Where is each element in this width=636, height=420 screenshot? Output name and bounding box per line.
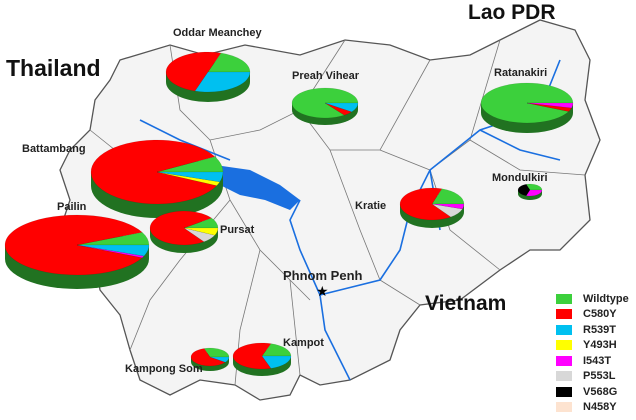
legend-swatch bbox=[556, 340, 572, 351]
pie-slice-wildtype bbox=[183, 217, 219, 229]
legend-item-y493h: Y493H bbox=[556, 338, 629, 354]
legend-label: Wildtype bbox=[583, 292, 629, 305]
province-label-pursat: Pursat bbox=[220, 224, 255, 236]
province-label-ratanakiri: Ratanakiri bbox=[494, 67, 548, 79]
pie-oddar-meanchey bbox=[165, 51, 251, 102]
pie-slice-r539t bbox=[76, 244, 150, 257]
legend-item-r539t: R539T bbox=[556, 322, 629, 338]
legend-swatch bbox=[556, 309, 572, 320]
tonle-sap-lake bbox=[215, 165, 300, 210]
legend-label: C580Y bbox=[583, 308, 617, 321]
pie-slice-wildtype bbox=[291, 87, 359, 119]
pie-slice-y493h bbox=[156, 171, 221, 186]
pie-battambang bbox=[90, 139, 224, 218]
country-label-laos: Lao PDR bbox=[468, 1, 556, 24]
pie-slice-c580y bbox=[149, 210, 213, 246]
legend-label: Y493H bbox=[583, 339, 617, 352]
pie-kampot bbox=[232, 342, 292, 376]
pie-pailin bbox=[4, 214, 150, 289]
pie-slice-i543t bbox=[525, 189, 543, 197]
legend-swatch bbox=[556, 293, 572, 304]
province-label-pailin: Pailin bbox=[57, 201, 87, 213]
pie-kratie bbox=[399, 187, 465, 228]
pie-slice-c580y bbox=[4, 214, 143, 276]
pie-slice-c580y bbox=[190, 348, 226, 367]
pie-slice-c580y bbox=[165, 51, 222, 92]
province-label-preah-vihear: Preah Vihear bbox=[292, 70, 360, 82]
province-label-oddar-meanchey: Oddar Meanchey bbox=[173, 27, 262, 39]
pie-slice-p553l bbox=[183, 227, 216, 243]
legend-label: P553L bbox=[583, 370, 616, 383]
province-label-kampot: Kampot bbox=[283, 337, 324, 349]
pie-charts bbox=[4, 51, 574, 376]
pie-pursat bbox=[149, 210, 219, 253]
pie-slice-wildtype bbox=[76, 231, 150, 246]
legend-label: N458Y bbox=[583, 401, 617, 414]
pie-slice-wildtype bbox=[203, 347, 230, 358]
pie-slice-i543t bbox=[76, 244, 145, 259]
pie-slice-i543t bbox=[431, 203, 465, 210]
pie-slice-r539t bbox=[324, 102, 359, 113]
pie-preah-vihear bbox=[291, 87, 359, 125]
province-label-mondulkiri: Mondulkiri bbox=[492, 172, 548, 184]
legend: Wildtype C580Y R539T Y493H I543T P553L V568G N4… bbox=[556, 291, 629, 415]
pie-kampong-som bbox=[190, 347, 230, 371]
province-label-kampong-som: Kampong Som bbox=[125, 363, 203, 375]
pie-slice-r539t bbox=[156, 171, 224, 183]
pie-slice-wildtype bbox=[431, 188, 465, 205]
pie-ratanakiri bbox=[480, 82, 574, 133]
legend-label: R539T bbox=[583, 323, 617, 336]
legend-item-n458y: N458Y bbox=[556, 400, 629, 416]
pie-slice-c580y bbox=[90, 139, 218, 205]
pie-slice-wildtype bbox=[207, 52, 251, 73]
legend-swatch bbox=[556, 402, 572, 413]
country-label-thailand: Thailand bbox=[6, 55, 101, 81]
legend-label: I543T bbox=[583, 354, 612, 367]
pie-slice-c580y bbox=[324, 102, 353, 116]
pie-slice-wildtype bbox=[261, 343, 292, 357]
pie-mondulkiri bbox=[517, 183, 543, 200]
legend-item-i543t: I543T bbox=[556, 353, 629, 369]
country-label-vietnam: Vietnam bbox=[425, 292, 507, 315]
pie-slice-y493h bbox=[183, 227, 219, 236]
province-label-battambang: Battambang bbox=[22, 143, 86, 155]
pie-slice-p553l bbox=[431, 203, 463, 218]
pie-slice-wildtype bbox=[525, 183, 543, 191]
pie-slice-c580y bbox=[526, 102, 572, 112]
legend-swatch bbox=[556, 386, 572, 397]
capital-label: Phnom Penh bbox=[283, 268, 363, 283]
legend-swatch bbox=[556, 371, 572, 382]
province-label-kratie: Kratie bbox=[355, 200, 387, 212]
capital-star-icon: ★ bbox=[316, 283, 329, 299]
legend-swatch bbox=[556, 355, 572, 366]
legend-label: V568G bbox=[583, 385, 618, 398]
legend-item-v568g: V568G bbox=[556, 384, 629, 400]
legend-item-p553l: P553L bbox=[556, 369, 629, 385]
legend-item-wildtype: Wildtype bbox=[556, 291, 629, 307]
pie-slice-c580y bbox=[232, 342, 272, 370]
legend-item-c580y: C580Y bbox=[556, 307, 629, 323]
pie-slice-c580y bbox=[399, 187, 452, 221]
pie-slice-v568g bbox=[517, 184, 531, 196]
pie-slice-wildtype bbox=[156, 156, 224, 173]
pie-slice-r539t bbox=[194, 71, 251, 93]
pie-slice-r539t bbox=[261, 355, 292, 369]
pie-slice-wildtype bbox=[480, 82, 574, 124]
legend-swatch bbox=[556, 324, 572, 335]
pie-slice-r539t bbox=[209, 356, 230, 363]
pie-slice-i543t bbox=[526, 102, 574, 109]
